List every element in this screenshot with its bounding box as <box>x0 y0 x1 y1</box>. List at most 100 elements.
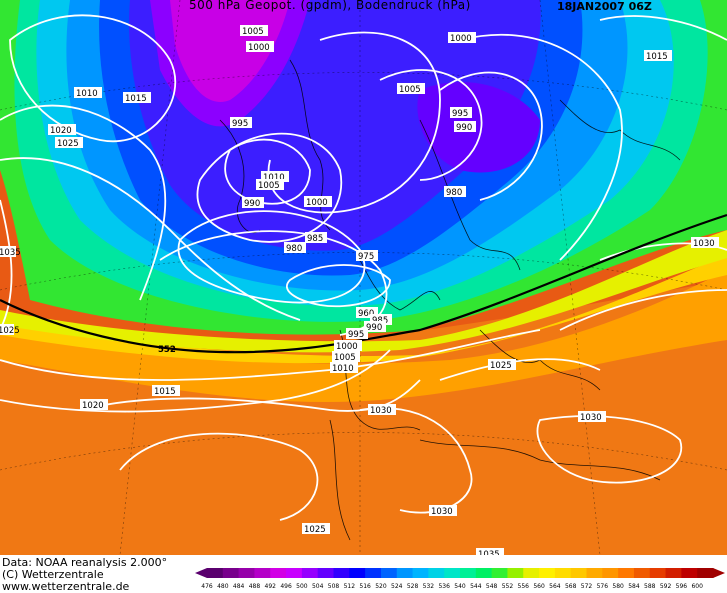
pressure-label: 1020 <box>48 124 76 136</box>
legend-swatch <box>460 568 477 578</box>
svg-text:1035: 1035 <box>0 248 21 258</box>
svg-text:1025: 1025 <box>57 139 79 149</box>
pressure-label: 1025 <box>302 523 330 535</box>
svg-text:552: 552 <box>158 345 176 355</box>
legend-swatch <box>365 568 382 578</box>
legend-swatch <box>396 568 414 578</box>
legend-swatch <box>586 568 603 578</box>
legend-swatch <box>412 568 429 578</box>
svg-text:990: 990 <box>366 323 382 333</box>
legend-tick-label: 516 <box>359 583 371 590</box>
svg-text:1015: 1015 <box>125 94 147 104</box>
pressure-label: 1000 <box>304 196 332 208</box>
legend-tick-label: 500 <box>296 583 308 590</box>
legend-swatch <box>602 568 619 578</box>
pressure-label: 990 <box>454 121 476 133</box>
pressure-label: 1030 <box>368 404 396 416</box>
svg-text:1020: 1020 <box>82 401 104 411</box>
copyright-text: (C) Wetterzentrale <box>2 568 104 581</box>
svg-text:995: 995 <box>452 109 468 119</box>
pressure-label: 990 <box>364 321 386 333</box>
pressure-label: 1035 <box>476 548 504 555</box>
pressure-label: 1005 <box>332 351 360 363</box>
legend-tick-label: 548 <box>486 583 498 590</box>
legend-arrow-left <box>195 568 207 578</box>
pressure-label: 1015 <box>123 92 151 104</box>
pressure-label: 1025 <box>488 359 516 371</box>
lat-lon-grid <box>0 0 727 555</box>
legend-swatch <box>681 568 698 578</box>
svg-text:990: 990 <box>244 199 260 209</box>
legend-swatch <box>618 568 635 578</box>
legend-swatches <box>195 568 725 578</box>
legend-swatch <box>633 568 651 578</box>
weather-map: 1005 1000 1000 1015 1010 1015 1020 1025 … <box>0 0 727 555</box>
legend-tick-label: 484 <box>233 583 245 590</box>
legend-swatch <box>333 568 350 578</box>
legend-tick-label: 528 <box>407 583 419 590</box>
pressure-label: 1015 <box>644 50 672 62</box>
legend-swatch <box>649 568 667 578</box>
website-link[interactable]: www.wetterzentrale.de <box>2 580 130 593</box>
color-legend: 476 480 484 488 492 496 500 504 508 512 516 520 524 5… <box>195 568 725 590</box>
svg-text:995: 995 <box>348 330 364 340</box>
map-title: 500 hPa Geopot. (gpdm), Bodendruck (hPa) <box>189 0 471 12</box>
pressure-label: 1025 <box>0 324 20 336</box>
legend-swatch <box>286 568 303 578</box>
legend-swatch <box>444 568 461 578</box>
legend-tick-label: 600 <box>691 583 703 590</box>
pressure-label: 1000 <box>246 41 274 53</box>
svg-text:1000: 1000 <box>306 198 328 208</box>
svg-text:1010: 1010 <box>76 89 98 99</box>
legend-swatch <box>491 568 508 578</box>
svg-text:1035: 1035 <box>478 550 500 555</box>
pressure-label: 1010 <box>330 362 358 374</box>
legend-tick-label: 556 <box>518 583 530 590</box>
svg-text:1010: 1010 <box>332 364 354 374</box>
legend-tick-label: 568 <box>565 583 577 590</box>
legend-swatch <box>523 568 540 578</box>
legend-tick-label: 520 <box>375 583 387 590</box>
svg-text:975: 975 <box>358 252 374 262</box>
svg-text:1025: 1025 <box>490 361 512 371</box>
svg-text:1030: 1030 <box>370 406 392 416</box>
legend-tick-label: 564 <box>549 583 561 590</box>
svg-text:1030: 1030 <box>580 413 602 423</box>
legend-tick-label: 496 <box>280 583 292 590</box>
low-core-scandinavia <box>417 81 540 173</box>
pressure-label: 1005 <box>397 83 425 95</box>
legend-arrow-right <box>713 568 725 578</box>
pressure-label: 995 <box>346 328 368 340</box>
legend-tick-label: 476 <box>201 583 213 590</box>
pressure-label: 1035 <box>0 246 21 258</box>
pressure-label: 1000 <box>448 32 476 44</box>
svg-text:1000: 1000 <box>248 43 270 53</box>
svg-text:1030: 1030 <box>431 507 453 517</box>
svg-text:1000: 1000 <box>450 34 472 44</box>
pressure-label: 1030 <box>578 411 606 423</box>
legend-tick-label: 584 <box>628 583 640 590</box>
legend-swatch <box>222 568 240 578</box>
svg-text:1005: 1005 <box>334 353 356 363</box>
legend-swatch <box>697 568 714 578</box>
svg-text:1025: 1025 <box>304 525 326 535</box>
pressure-label: 1030 <box>691 237 719 249</box>
pressure-label: 960 <box>356 307 378 319</box>
band-568 <box>0 270 727 402</box>
svg-text:1005: 1005 <box>399 85 421 95</box>
svg-text:990: 990 <box>456 123 472 133</box>
legend-swatch <box>539 568 556 578</box>
legend-swatch <box>380 568 398 578</box>
svg-text:1010: 1010 <box>263 173 285 183</box>
pressure-label: 1010 <box>74 87 102 99</box>
legend-tick-label: 576 <box>597 583 609 590</box>
pressure-label: 1010 <box>261 171 289 183</box>
legend-tick-label: 560 <box>533 583 545 590</box>
legend-swatch <box>207 568 224 578</box>
pressure-label: 990 <box>242 197 264 209</box>
legend-swatch <box>475 568 493 578</box>
legend-swatch <box>428 568 445 578</box>
legend-swatch <box>665 568 682 578</box>
band-556 <box>0 230 727 353</box>
legend-tick-label: 580 <box>612 583 624 590</box>
